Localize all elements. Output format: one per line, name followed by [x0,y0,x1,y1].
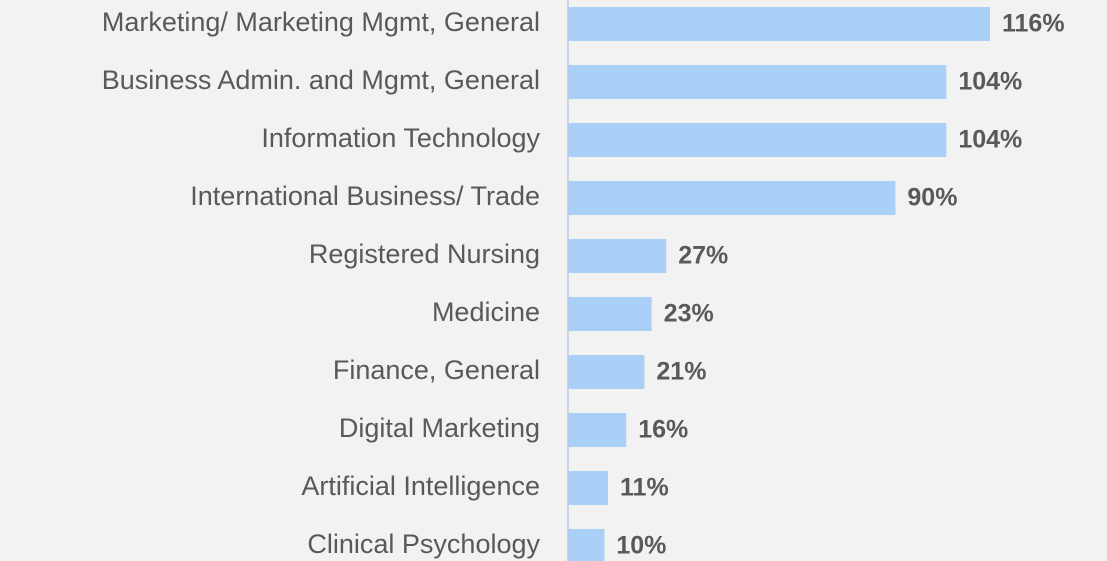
category-label: Artificial Intelligence [301,471,540,501]
value-label: 104% [958,68,1022,96]
bar [568,529,605,561]
value-label: 11% [620,474,669,502]
category-label: International Business/ Trade [190,181,540,211]
category-label: Registered Nursing [309,239,540,269]
bar [568,7,990,41]
bar [568,355,645,389]
value-label: 90% [907,184,957,212]
bar [568,471,609,505]
bar [568,181,896,215]
value-label: 21% [656,358,706,386]
bar [568,123,947,157]
category-label: Business Admin. and Mgmt, General [102,65,540,95]
bar [568,297,652,331]
category-label: Finance, General [333,355,540,385]
value-label: 27% [678,242,728,270]
category-label: Information Technology [261,123,540,153]
category-label: Clinical Psychology [307,529,540,559]
bar [568,65,947,99]
value-label: 104% [958,126,1022,154]
category-label: Digital Marketing [339,413,540,443]
value-label: 23% [664,300,714,328]
value-label: 10% [616,532,666,560]
bar [568,413,627,447]
bar [568,239,667,273]
value-label: 16% [638,416,688,444]
value-label: 116% [1002,10,1065,38]
category-label: Medicine [432,297,540,327]
category-label: Marketing/ Marketing Mgmt, General [102,7,540,37]
